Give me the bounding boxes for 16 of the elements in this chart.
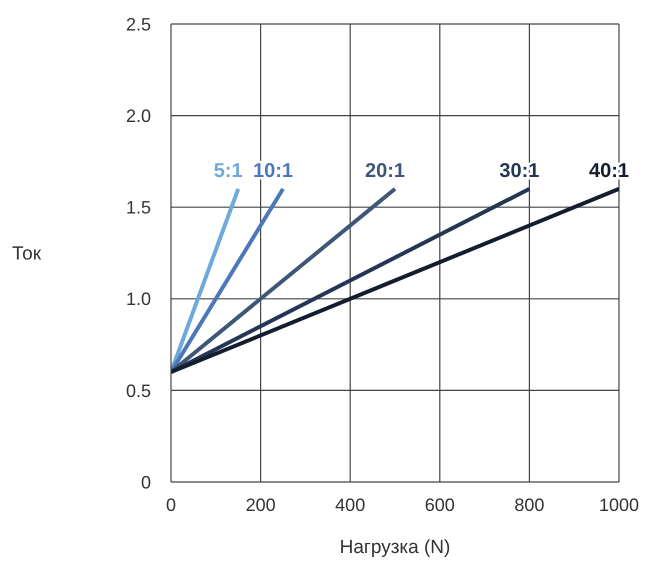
x-tick-label: 400 <box>335 494 366 515</box>
y-tick-label: 1.5 <box>126 198 151 218</box>
y-tick-label: 2.0 <box>126 106 151 126</box>
x-axis-title: Нагрузка (N) <box>340 537 450 558</box>
x-tick-label: 200 <box>246 494 276 515</box>
y-tick-label: 0 <box>140 472 151 492</box>
y-tick-label: 1.0 <box>126 289 151 310</box>
y-axis-title: Ток <box>12 244 42 265</box>
y-tick-label: 2.5 <box>126 14 151 34</box>
series-label: 20:1 <box>364 160 406 182</box>
y-tick-label: 0.5 <box>126 380 151 401</box>
x-tick-label: 0 <box>166 494 176 515</box>
x-tick-label: 600 <box>424 494 455 515</box>
x-tick-label: 1000 <box>598 494 640 515</box>
series-label: 5:1 <box>214 160 243 182</box>
x-tick-label: 800 <box>514 494 544 515</box>
